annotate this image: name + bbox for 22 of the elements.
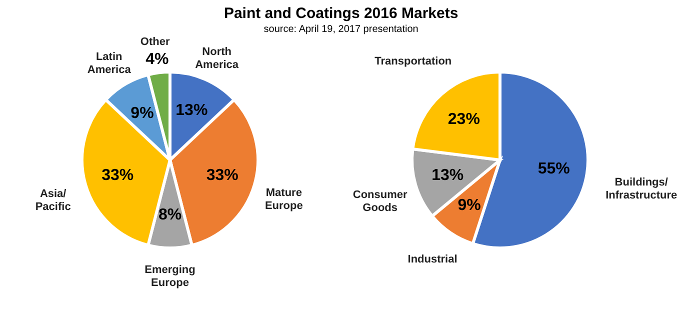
slice-label: Buildings/Infrastructure <box>606 176 678 202</box>
data-label: 13% <box>432 167 464 184</box>
slice-label: Latin America <box>87 51 132 76</box>
slice-label: Consumer Goods <box>352 188 408 214</box>
slice-label: North America <box>195 46 240 71</box>
data-label: 33% <box>102 167 134 184</box>
slice-label: Asia/Pacific <box>35 188 71 213</box>
text: Paint and Coatings 2016 Markets <box>224 4 458 22</box>
slice-label: Other <box>140 36 170 48</box>
data-label: 13% <box>176 102 208 119</box>
text: source: April 19, 2017 presentation <box>264 24 418 35</box>
data-label: 55% <box>538 160 570 178</box>
data-label: 8% <box>158 206 182 224</box>
slice-label: Mature Europe <box>264 187 303 212</box>
data-label: 23% <box>448 111 480 128</box>
data-label: 4% <box>146 50 169 68</box>
data-label: 9% <box>458 197 481 214</box>
slice-label: Industrial <box>408 253 458 266</box>
data-label: 9% <box>130 105 154 122</box>
data-label: 33% <box>206 167 238 184</box>
slice-label: Transportation <box>374 55 452 68</box>
slice-label: Emerging Europe <box>144 264 196 289</box>
